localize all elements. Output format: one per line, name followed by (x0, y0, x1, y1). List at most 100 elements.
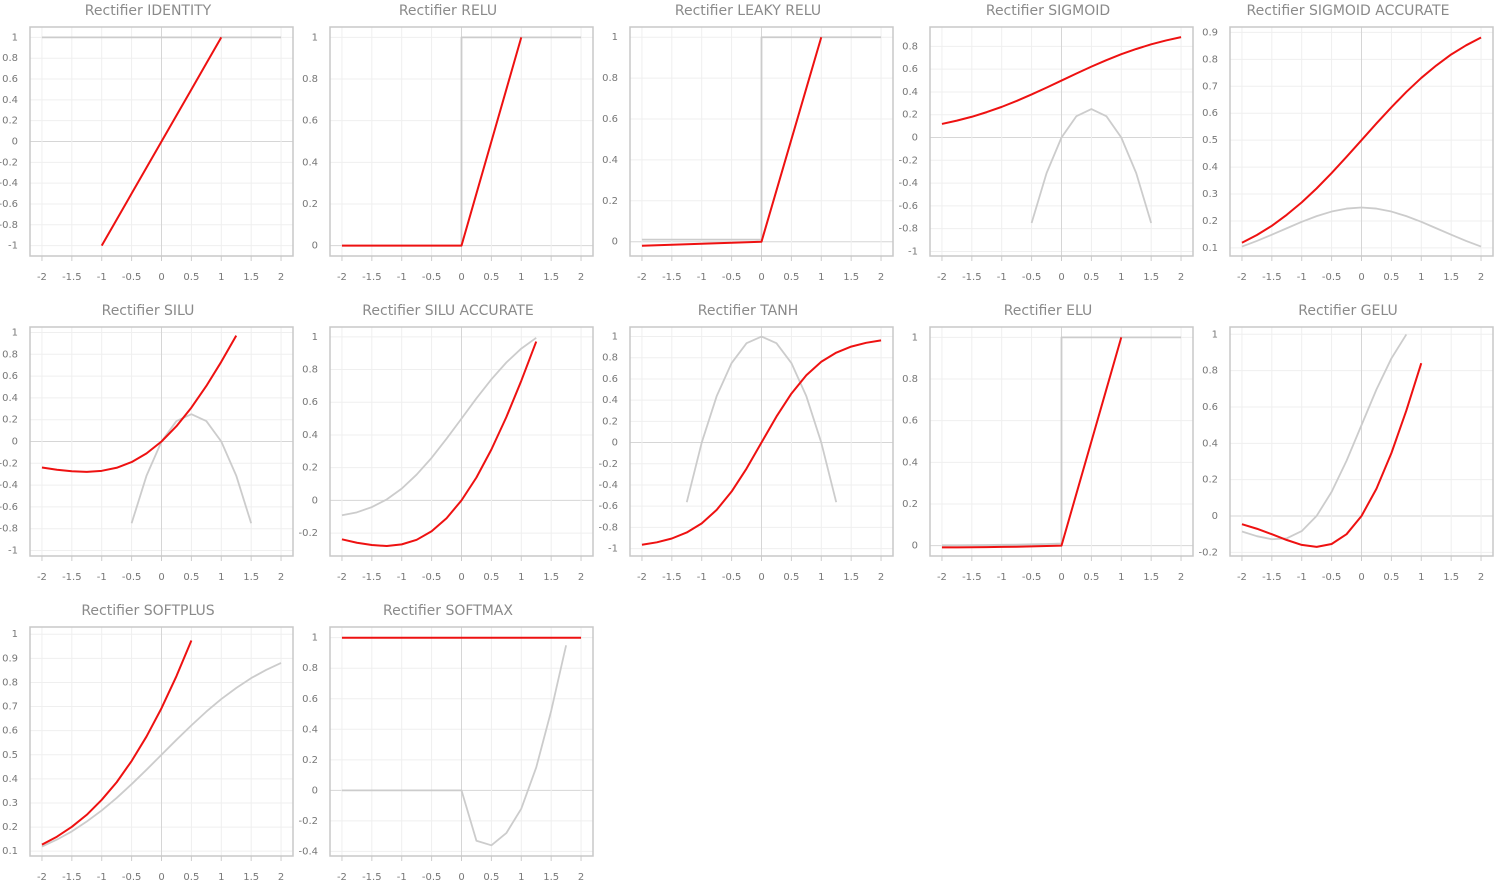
y-tick-label: 0.3 (1202, 189, 1218, 200)
x-tick-label: 1 (1118, 272, 1124, 283)
x-tick-label: 0.5 (1383, 572, 1399, 583)
x-tick-label: 1 (518, 572, 524, 583)
x-tick-label: -1 (697, 272, 707, 283)
x-tick-label: 0 (1358, 572, 1364, 583)
x-tick-label: 1.5 (543, 572, 559, 583)
x-tick-label: -2 (1237, 572, 1247, 583)
x-tick-label: -0.5 (122, 872, 142, 883)
series-line (685, 335, 838, 503)
y-tick-label: -0.4 (298, 846, 318, 857)
x-tick-label: 0.5 (183, 872, 199, 883)
x-tick-label: 2 (578, 872, 584, 883)
x-tick-label: 0 (158, 272, 164, 283)
x-tick-label: 0.5 (783, 272, 799, 283)
y-tick-label: -0.8 (898, 224, 918, 235)
y-tick-label: 0.2 (602, 196, 618, 207)
chart: Rectifier IDENTITY -1 -0.8 -0.6 -0.4 -0.2 0 0.2… (0, 3, 294, 283)
chart-title: Rectifier GELU (1298, 303, 1397, 319)
x-tick-label: 1.5 (843, 572, 859, 583)
x-tick-label: 2 (278, 272, 284, 283)
x-tick-label: -1 (97, 872, 107, 883)
y-tick-label: 0.4 (1202, 162, 1218, 173)
x-tick-label: 2 (878, 272, 884, 283)
series-line (941, 337, 1123, 549)
x-tick-label: 0 (158, 872, 164, 883)
x-tick-label: -2 (637, 572, 647, 583)
y-tick-label: -0.2 (898, 155, 918, 166)
x-tick-label: 2 (1178, 272, 1184, 283)
y-tick-label: 0 (612, 237, 618, 248)
y-tick-label: 0.8 (2, 53, 18, 64)
y-tick-label: 0.2 (902, 110, 918, 121)
x-tick-label: -0.5 (422, 272, 442, 283)
x-tick-label: 1 (218, 572, 224, 583)
x-tick-label: -2 (937, 272, 947, 283)
y-tick-label: 0.8 (2, 349, 18, 360)
x-tick-label: 1.5 (1443, 272, 1459, 283)
y-tick-label: 0.4 (902, 457, 918, 468)
chart-title: Rectifier ELU (1004, 303, 1093, 319)
x-tick-label: 1 (518, 272, 524, 283)
x-tick-label: -1.5 (362, 572, 382, 583)
series-line (1030, 108, 1153, 224)
series-line (1241, 362, 1423, 548)
series-line (641, 36, 823, 247)
y-tick-label: -0.6 (898, 201, 918, 212)
x-tick-label: -2 (637, 272, 647, 283)
x-tick-label: 0 (458, 872, 464, 883)
series-line (941, 336, 1182, 547)
x-tick-label: -1.5 (362, 872, 382, 883)
x-tick-label: 0.5 (1383, 272, 1399, 283)
y-tick-label: 0.6 (2, 371, 18, 382)
x-tick-label: -1 (97, 572, 107, 583)
chart-title: Rectifier SILU (102, 303, 195, 319)
y-tick-label: 0 (1212, 511, 1218, 522)
y-tick-label: 0.2 (902, 499, 918, 510)
x-tick-label: -1 (97, 272, 107, 283)
plot-frame (929, 26, 1194, 257)
series-line (641, 36, 882, 241)
y-tick-label: -0.8 (598, 522, 618, 533)
y-tick-label: 0.5 (1202, 135, 1218, 146)
y-tick-label: -0.4 (0, 480, 18, 491)
plot-frame (929, 326, 1194, 557)
y-tick-label: -0.2 (598, 459, 618, 470)
y-tick-label: 0.2 (602, 416, 618, 427)
y-tick-label: 0 (312, 785, 318, 796)
y-tick-label: -0.4 (898, 178, 918, 189)
x-tick-label: -1.5 (362, 272, 382, 283)
x-tick-label: 1 (1418, 272, 1424, 283)
y-tick-label: 0.6 (1202, 108, 1218, 119)
series-line (941, 36, 1182, 125)
x-tick-label: -1.5 (962, 272, 982, 283)
x-tick-label: 0 (458, 572, 464, 583)
x-tick-label: 2 (278, 572, 284, 583)
x-tick-label: 1.5 (1443, 572, 1459, 583)
y-tick-label: -0.8 (0, 220, 18, 231)
x-tick-label: 1.5 (243, 572, 259, 583)
y-tick-label: 0 (12, 437, 18, 448)
plot-frame (1229, 26, 1494, 257)
x-tick-label: 0 (1358, 272, 1364, 283)
y-tick-label: 0 (12, 137, 18, 148)
x-tick-label: 1 (218, 872, 224, 883)
x-tick-label: -0.5 (422, 872, 442, 883)
y-tick-label: 0.6 (902, 64, 918, 75)
x-tick-label: -0.5 (122, 272, 142, 283)
x-tick-label: -0.5 (1322, 572, 1342, 583)
y-tick-label: 0.8 (902, 374, 918, 385)
chart-title: Rectifier SIGMOID (986, 3, 1110, 19)
x-tick-label: 2 (1478, 572, 1484, 583)
y-tick-label: 0 (612, 438, 618, 449)
series-line (1241, 36, 1482, 244)
x-tick-label: -1 (997, 572, 1007, 583)
y-tick-label: -0.2 (298, 528, 318, 539)
chart: Rectifier LEAKY RELU 0 0.2 0.4 0.6 0.8 1 -2 -1.5… (602, 3, 894, 283)
series-line (41, 640, 193, 846)
y-tick-label: 0.8 (902, 41, 918, 52)
y-tick-label: 0.6 (302, 116, 318, 127)
x-tick-label: -2 (337, 272, 347, 283)
x-tick-label: -1.5 (962, 572, 982, 583)
x-tick-label: 1 (818, 572, 824, 583)
series-line (100, 36, 223, 247)
